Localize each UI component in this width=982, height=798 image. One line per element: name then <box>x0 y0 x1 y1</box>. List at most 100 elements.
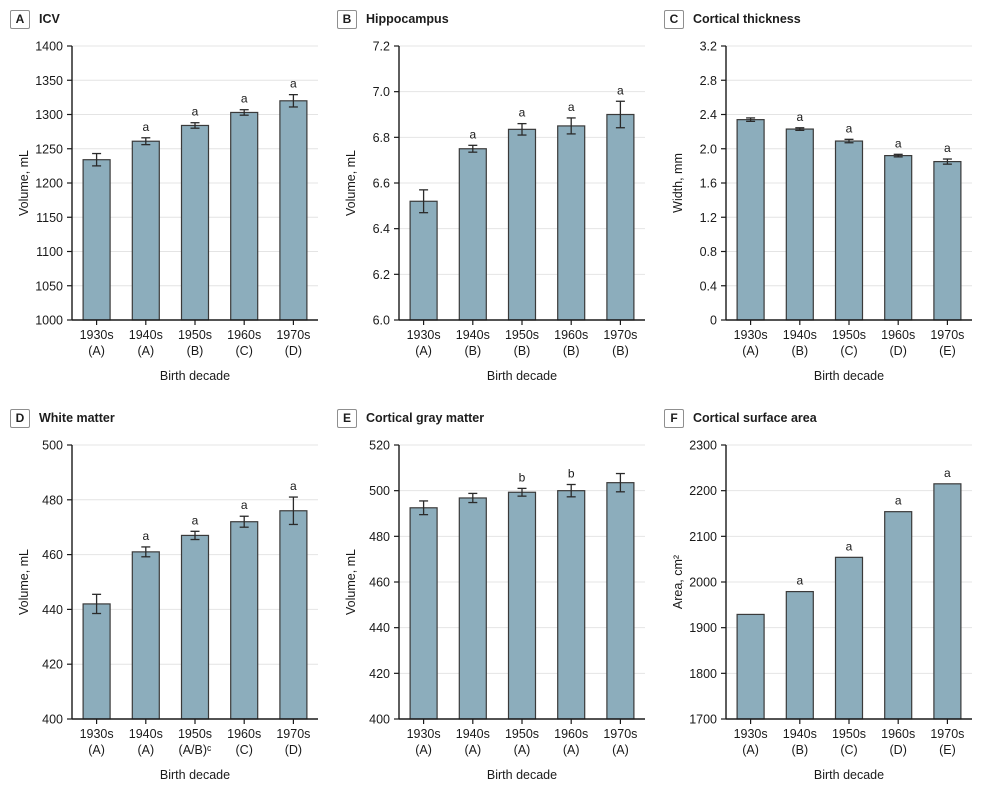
y-tick-label: 1800 <box>689 667 717 681</box>
x-tick-label: 1970s <box>603 328 637 342</box>
x-tick-label: 1960s <box>881 727 915 741</box>
x-group-label: (C) <box>840 743 857 757</box>
x-group-label: (B) <box>791 743 808 757</box>
x-tick-label: 1950s <box>178 328 212 342</box>
x-group-label: (B) <box>514 344 531 358</box>
y-tick-label: 1100 <box>36 245 63 259</box>
x-tick-label: 1930s <box>407 727 441 741</box>
y-tick-label: 400 <box>42 713 63 727</box>
y-tick-label: 480 <box>369 530 390 544</box>
y-tick-label: 3.2 <box>700 40 717 54</box>
x-group-label: (A) <box>88 344 105 358</box>
error-bar <box>566 117 576 135</box>
x-group-label: (E) <box>939 743 956 757</box>
y-tick-label: 520 <box>369 439 390 453</box>
x-tick-label: 1940s <box>783 727 817 741</box>
error-bar <box>893 153 903 158</box>
bar <box>230 521 259 720</box>
x-tick-label: 1940s <box>129 727 163 741</box>
error-bar <box>190 122 200 129</box>
x-tick-label: 1970s <box>276 727 310 741</box>
panel-hippocampus: B Hippocampus a a a a 6.0 6.2 6.4 6.6 6.8 7.0 7.2 1… <box>327 0 654 399</box>
y-tick-label: 1150 <box>36 211 63 225</box>
sig-label: a <box>469 127 476 141</box>
x-tick-label: 1970s <box>930 328 964 342</box>
bar <box>180 534 210 720</box>
x-tick-label: 1950s <box>832 727 866 741</box>
panel-header: D White matter <box>10 407 327 429</box>
x-group-label: (C) <box>840 344 857 358</box>
y-tick-label: 420 <box>369 667 390 681</box>
y-tick-label: 1.2 <box>700 211 717 225</box>
bar <box>131 140 160 321</box>
x-tick-label: 1930s <box>734 727 768 741</box>
panel-icv: A ICV a a a a 1000 1050 1100 1150 1200 1250 1300 13… <box>0 0 327 399</box>
y-tick-label: 440 <box>42 603 63 617</box>
error-bar <box>615 472 625 493</box>
bar <box>736 613 765 720</box>
bar <box>557 490 586 720</box>
bar <box>279 100 308 321</box>
x-tick-label: 1930s <box>407 328 441 342</box>
x-group-label: (A) <box>415 743 432 757</box>
sig-label: a <box>796 574 803 588</box>
bar <box>933 160 962 321</box>
x-group-label: (A) <box>464 743 481 757</box>
bar <box>884 511 913 720</box>
x-tick-label: 1940s <box>456 727 490 741</box>
y-tick-label: 7.0 <box>373 85 390 99</box>
x-tick-label: 1930s <box>734 328 768 342</box>
bar <box>736 119 765 321</box>
y-tick-label: 0.8 <box>700 245 717 259</box>
x-group-label: (A) <box>137 743 154 757</box>
error-bar <box>239 515 249 528</box>
y-tick-label: 500 <box>369 484 390 498</box>
x-tick-label: 1940s <box>783 328 817 342</box>
x-group-label: (C) <box>236 344 253 358</box>
bar <box>606 482 635 720</box>
y-tick-label: 420 <box>42 658 63 672</box>
x-group-label: (A) <box>742 344 759 358</box>
x-tick-label: 1940s <box>456 328 490 342</box>
bar <box>180 124 210 321</box>
bar <box>131 551 160 720</box>
panel-letter-badge: F <box>664 408 684 428</box>
x-axis-title: Birth decade <box>487 768 557 782</box>
bar <box>834 140 864 321</box>
y-tick-label: 1300 <box>35 108 63 122</box>
panel-title: White matter <box>39 411 115 425</box>
x-axis-title: Birth decade <box>814 369 884 383</box>
error-bar <box>566 483 576 498</box>
bar <box>230 111 259 321</box>
x-tick-label: 1970s <box>276 328 310 342</box>
error-bar <box>190 530 200 541</box>
y-axis-title: Area, cm² <box>671 555 685 609</box>
y-tick-label: 1050 <box>35 279 63 293</box>
x-tick-label: 1930s <box>80 328 114 342</box>
error-bar <box>844 138 854 144</box>
bar-chart-cortical-surface-area: a a a a 1700 1800 1900 2000 2100 2200 2300 1930s (A)… <box>671 439 972 782</box>
error-bar <box>92 593 102 615</box>
x-group-label: (A) <box>563 743 580 757</box>
y-tick-label: 6.4 <box>373 222 390 236</box>
bar-chart-hippocampus: a a a a 6.0 6.2 6.4 6.6 6.8 7.0 7.2 1930s (A) 1940s (B… <box>344 40 645 383</box>
y-tick-label: 1350 <box>35 74 63 88</box>
x-tick-label: 1950s <box>832 328 866 342</box>
bar-chart-icv: a a a a 1000 1050 1100 1150 1200 1250 1300 1350 1400… <box>17 40 318 383</box>
bar <box>507 128 537 321</box>
y-tick-label: 6.8 <box>373 131 390 145</box>
sig-label: a <box>846 121 853 135</box>
panel-title: ICV <box>39 12 60 26</box>
error-bar <box>517 122 527 136</box>
error-bar <box>942 158 952 165</box>
error-bar <box>288 93 298 108</box>
sig-label: a <box>895 136 902 150</box>
error-bar <box>419 500 429 516</box>
panel-title: Cortical surface area <box>693 411 817 425</box>
bar <box>82 603 111 720</box>
y-tick-label: 400 <box>369 713 390 727</box>
y-tick-label: 6.2 <box>373 268 390 282</box>
y-tick-label: 1250 <box>35 142 63 156</box>
y-tick-label: 460 <box>369 576 390 590</box>
bar <box>785 128 814 321</box>
